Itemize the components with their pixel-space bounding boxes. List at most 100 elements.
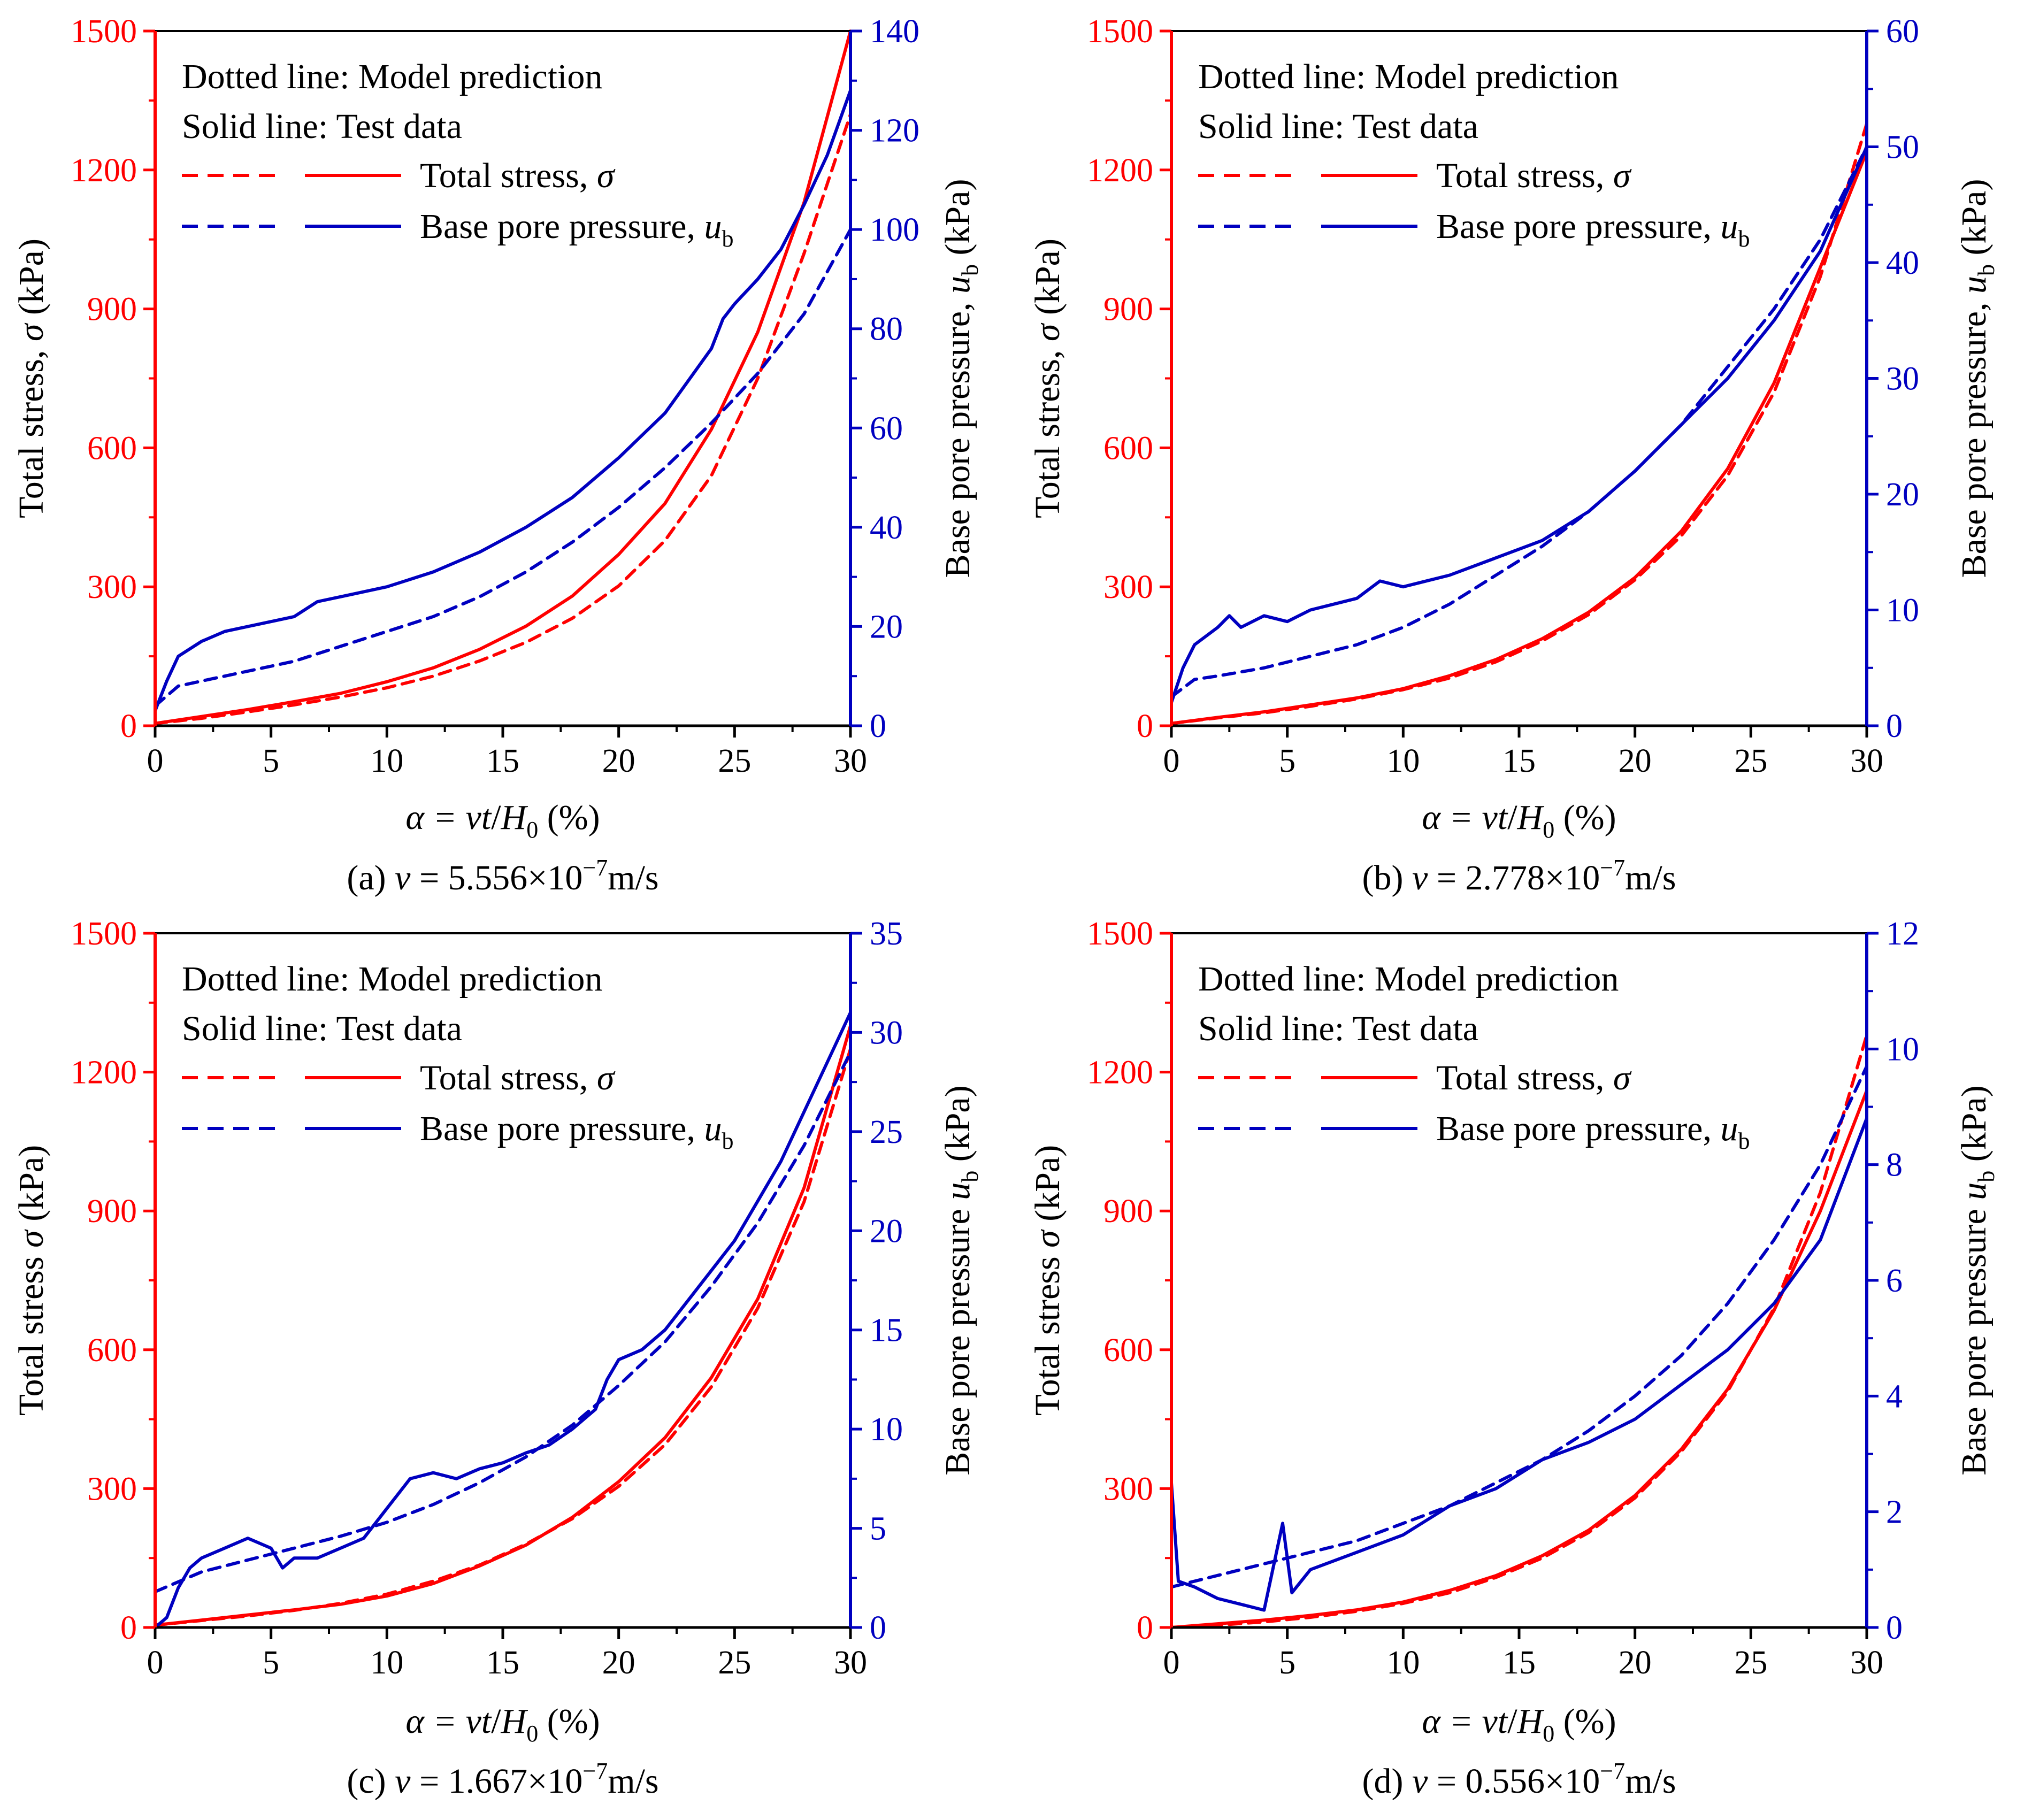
legend-pore-sub: b — [722, 226, 733, 252]
panel-caption: (d) v = 0.556×10−7m/s — [1362, 1758, 1676, 1801]
plot-area — [1171, 122, 1867, 725]
right-y-tick-label: 20 — [870, 609, 903, 645]
right-y-tick-label: 60 — [1886, 13, 1919, 50]
chart-panel-b: 0 5 10 15 20 25 300300600900120015000102030405… — [1028, 13, 1999, 897]
legend-pore-label: Base pore pressure, ub — [1436, 1109, 1750, 1154]
left-y-tick-label: 0 — [120, 1610, 137, 1646]
right-y-tick-label: 0 — [1886, 708, 1903, 744]
x-tick-label: 30 — [834, 1645, 867, 1681]
legend-dotted-note: Dotted line: Model prediction — [1198, 959, 1619, 999]
legend-solid-note: Solid line: Test data — [1198, 1009, 1478, 1048]
x-tick-label: 5 — [263, 1645, 279, 1681]
x-tick-label: 25 — [1734, 1645, 1767, 1681]
right-y-tick-label: 0 — [1886, 1610, 1903, 1646]
x-tick-label: 10 — [1386, 743, 1420, 779]
x-tick-label: 0 — [1163, 1645, 1180, 1681]
right-y-tick-label: 10 — [870, 1411, 903, 1448]
right-title-u: u — [938, 1182, 977, 1200]
x-title-alpha: α = — [1422, 798, 1482, 837]
legend-stress-label: Total stress, σ — [420, 156, 616, 195]
plot-area — [1171, 1033, 1867, 1627]
left-y-tick-label: 1200 — [1087, 1055, 1153, 1091]
x-tick-label: 30 — [1850, 743, 1883, 779]
left-title-sigma: σ — [1028, 1229, 1067, 1248]
x-title-vt: vt — [1482, 1702, 1508, 1741]
caption-exponent: −7 — [1600, 855, 1625, 881]
legend: Dotted line: Model prediction Solid line:… — [182, 959, 733, 1154]
right-y-tick-label: 60 — [870, 410, 903, 447]
left-title-unit: (kPa) — [1028, 1145, 1067, 1230]
legend-pore-text: Base pore pressure, — [1436, 1109, 1720, 1148]
caption-v: v — [1412, 1762, 1428, 1801]
left-y-tick-label: 1200 — [71, 152, 137, 189]
right-y-tick-label: 10 — [1886, 1031, 1919, 1068]
right-title-sub: b — [1973, 1171, 1999, 1182]
right-title-sub: b — [1973, 264, 1999, 276]
caption-value: = 5.556×10 — [410, 858, 582, 897]
legend-dotted-note: Dotted line: Model prediction — [182, 57, 602, 96]
left-y-axis-title: Total stress σ (kPa) — [1028, 1145, 1067, 1416]
left-y-tick-label: 1200 — [71, 1055, 137, 1091]
panel-caption: (c) v = 1.667×10−7m/s — [347, 1758, 658, 1801]
x-axis-title: α = vt/H0 (%) — [1422, 798, 1616, 843]
right-y-tick-label: 35 — [870, 916, 903, 952]
left-y-tick-label: 600 — [1103, 430, 1153, 466]
left-y-tick-label: 600 — [87, 430, 137, 466]
legend-solid-note: Solid line: Test data — [182, 1009, 462, 1048]
right-y-tick-label: 12 — [1886, 916, 1919, 952]
panel-caption: (a) v = 5.556×10−7m/s — [347, 855, 658, 897]
caption-prefix: (b) — [1362, 858, 1412, 897]
x-tick-label: 5 — [263, 743, 279, 779]
caption-unit: m/s — [1625, 858, 1676, 897]
left-y-tick-label: 900 — [1103, 1193, 1153, 1230]
x-title-unit: (%) — [538, 1702, 600, 1741]
right-title-sub: b — [957, 264, 983, 276]
left-y-axis-title: Total stress σ (kPa) — [12, 1145, 51, 1416]
base-pore-pressure-model-line — [155, 1050, 850, 1594]
right-y-tick-label: 0 — [870, 708, 886, 744]
x-tick-label: 15 — [486, 1645, 519, 1681]
base-pore-pressure-test-line — [155, 89, 850, 713]
right-y-tick-label: 8 — [1886, 1147, 1903, 1184]
x-tick-label: 15 — [1502, 743, 1536, 779]
caption-exponent: −7 — [1600, 1758, 1625, 1784]
legend-pore-sub: b — [1738, 1128, 1750, 1154]
legend-pore-sub: b — [722, 1128, 733, 1154]
legend-stress-label: Total stress, σ — [1436, 1058, 1632, 1097]
total-stress-test-line — [1171, 1089, 1867, 1627]
base-pore-pressure-model-line — [155, 228, 850, 708]
caption-v: v — [395, 858, 411, 897]
left-title-text: Total stress — [1028, 1248, 1067, 1416]
legend-pore-label: Base pore pressure, ub — [1436, 207, 1750, 252]
right-y-tick-label: 30 — [870, 1015, 903, 1051]
left-y-tick-label: 1500 — [1087, 13, 1153, 50]
caption-v: v — [395, 1762, 411, 1801]
left-y-tick-label: 600 — [87, 1332, 137, 1369]
legend-stress-text: Total stress, — [1436, 156, 1613, 195]
legend-pore-label: Base pore pressure, ub — [420, 207, 733, 252]
left-y-tick-label: 1200 — [1087, 152, 1153, 189]
legend-pore-sym: u — [704, 207, 722, 246]
x-tick-label: 10 — [370, 1645, 403, 1681]
legend-pore-sym: u — [704, 1109, 722, 1148]
left-y-axis-title: Total stress, σ (kPa) — [12, 239, 51, 518]
left-title-text: Total stress — [12, 1248, 51, 1416]
total-stress-test-line — [155, 1024, 850, 1627]
left-y-tick-label: 300 — [1103, 569, 1153, 605]
x-tick-label: 10 — [370, 743, 403, 779]
right-y-tick-label: 5 — [870, 1511, 886, 1547]
right-title-u: u — [1954, 1182, 1994, 1200]
legend-pore-sym: u — [1720, 207, 1738, 246]
x-tick-label: 20 — [602, 743, 635, 779]
right-y-tick-label: 20 — [1886, 477, 1919, 513]
legend-stress-sym: σ — [1613, 156, 1632, 195]
right-title-text: Base pore pressure — [938, 1200, 977, 1476]
legend-stress-sym: σ — [1613, 1058, 1632, 1097]
x-title-sub: 0 — [1543, 1721, 1554, 1747]
caption-value: = 1.667×10 — [410, 1762, 582, 1801]
right-title-sub: b — [957, 1171, 983, 1182]
chart-panel-a: 0 5 10 15 20 25 300300600900120015000204060801… — [12, 13, 983, 897]
right-y-axis-title: Base pore pressure, ub (kPa) — [1954, 179, 1999, 578]
x-tick-label: 0 — [147, 743, 164, 779]
